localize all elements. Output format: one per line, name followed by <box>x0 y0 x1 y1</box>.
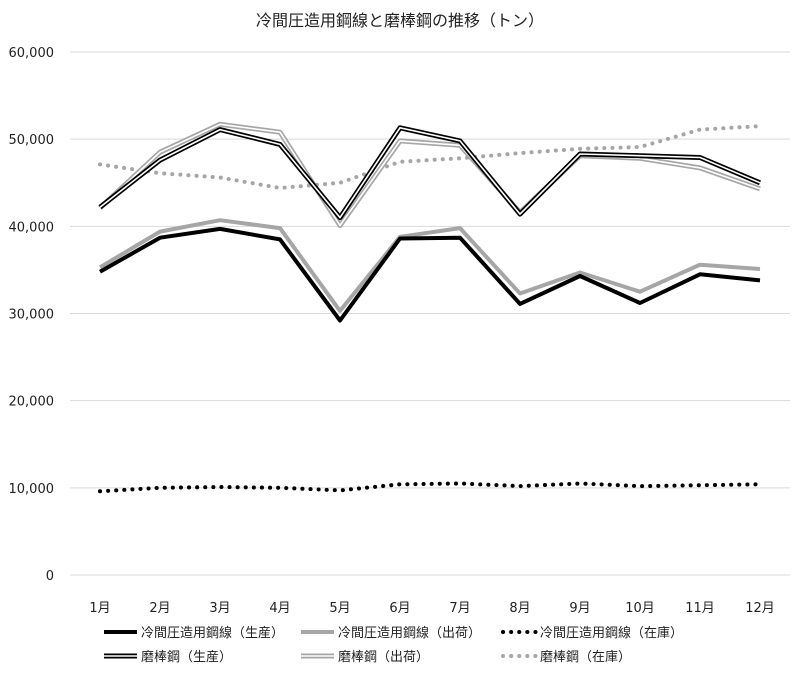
gridlines <box>70 51 790 576</box>
legend-label: 磨棒鋼（在庫） <box>540 650 631 665</box>
legend-item: 冷間圧造用鋼線（生産） <box>104 625 284 641</box>
x-tick-label: 10月 <box>625 601 655 616</box>
series-line <box>98 218 761 313</box>
legend-label: 磨棒鋼（出荷） <box>338 650 429 665</box>
series-path <box>99 127 761 219</box>
y-tick-label: 30,000 <box>9 308 55 323</box>
legend-item: 磨棒鋼（出荷） <box>301 650 429 665</box>
x-tick-label: 6月 <box>389 601 410 616</box>
y-tick-label: 50,000 <box>9 133 55 148</box>
x-tick-label: 5月 <box>329 601 350 616</box>
y-tick-label: 0 <box>46 569 54 584</box>
series-lines <box>98 121 762 494</box>
y-tick-label: 20,000 <box>9 395 55 410</box>
x-tick-label: 11月 <box>685 601 715 616</box>
series-line <box>98 125 761 221</box>
x-tick-label: 7月 <box>449 601 470 616</box>
x-tick-label: 8月 <box>509 601 530 616</box>
legend-item: 冷間圧造用鋼線（出荷） <box>301 625 481 641</box>
series-line <box>99 226 761 323</box>
y-tick-label: 10,000 <box>9 482 55 497</box>
legend: 冷間圧造用鋼線（生産） 冷間圧造用鋼線（出荷） 冷間圧造用鋼線（在庫） 磨棒鋼（生産）… <box>104 625 683 665</box>
legend-label: 磨棒鋼（生産） <box>141 649 232 665</box>
x-tick-label: 9月 <box>569 601 590 616</box>
y-axis-tick-labels: 0 10,000 20,000 30,000 40,000 50,000 60,000 <box>9 46 55 584</box>
x-tick-label: 4月 <box>269 601 290 616</box>
series-path <box>98 218 761 313</box>
y-tick-label: 60,000 <box>9 46 55 61</box>
x-tick-label: 12月 <box>745 601 775 616</box>
y-tick-label: 40,000 <box>9 220 55 235</box>
x-tick-label: 2月 <box>149 601 170 616</box>
legend-item: 磨棒鋼（生産） <box>104 649 232 665</box>
series-path <box>99 226 761 323</box>
series-path <box>98 481 762 494</box>
legend-item: 磨棒鋼（在庫） <box>501 650 631 665</box>
chart-title: 冷間圧造用鋼線と磨棒鋼の推移（トン） <box>256 11 544 30</box>
series-line <box>98 121 761 228</box>
legend-label: 冷間圧造用鋼線（生産） <box>141 625 284 641</box>
series-path <box>99 123 761 227</box>
legend-item: 冷間圧造用鋼線（在庫） <box>501 625 683 641</box>
x-axis-tick-labels: 1月 2月 3月 4月 5月 6月 7月 8月 9月 10月 11月 12月 <box>89 601 774 616</box>
legend-label: 冷間圧造用鋼線（在庫） <box>540 625 683 641</box>
series-line <box>98 481 762 494</box>
x-tick-label: 3月 <box>209 601 230 616</box>
legend-label: 冷間圧造用鋼線（出荷） <box>338 625 481 641</box>
x-tick-label: 1月 <box>89 601 110 616</box>
